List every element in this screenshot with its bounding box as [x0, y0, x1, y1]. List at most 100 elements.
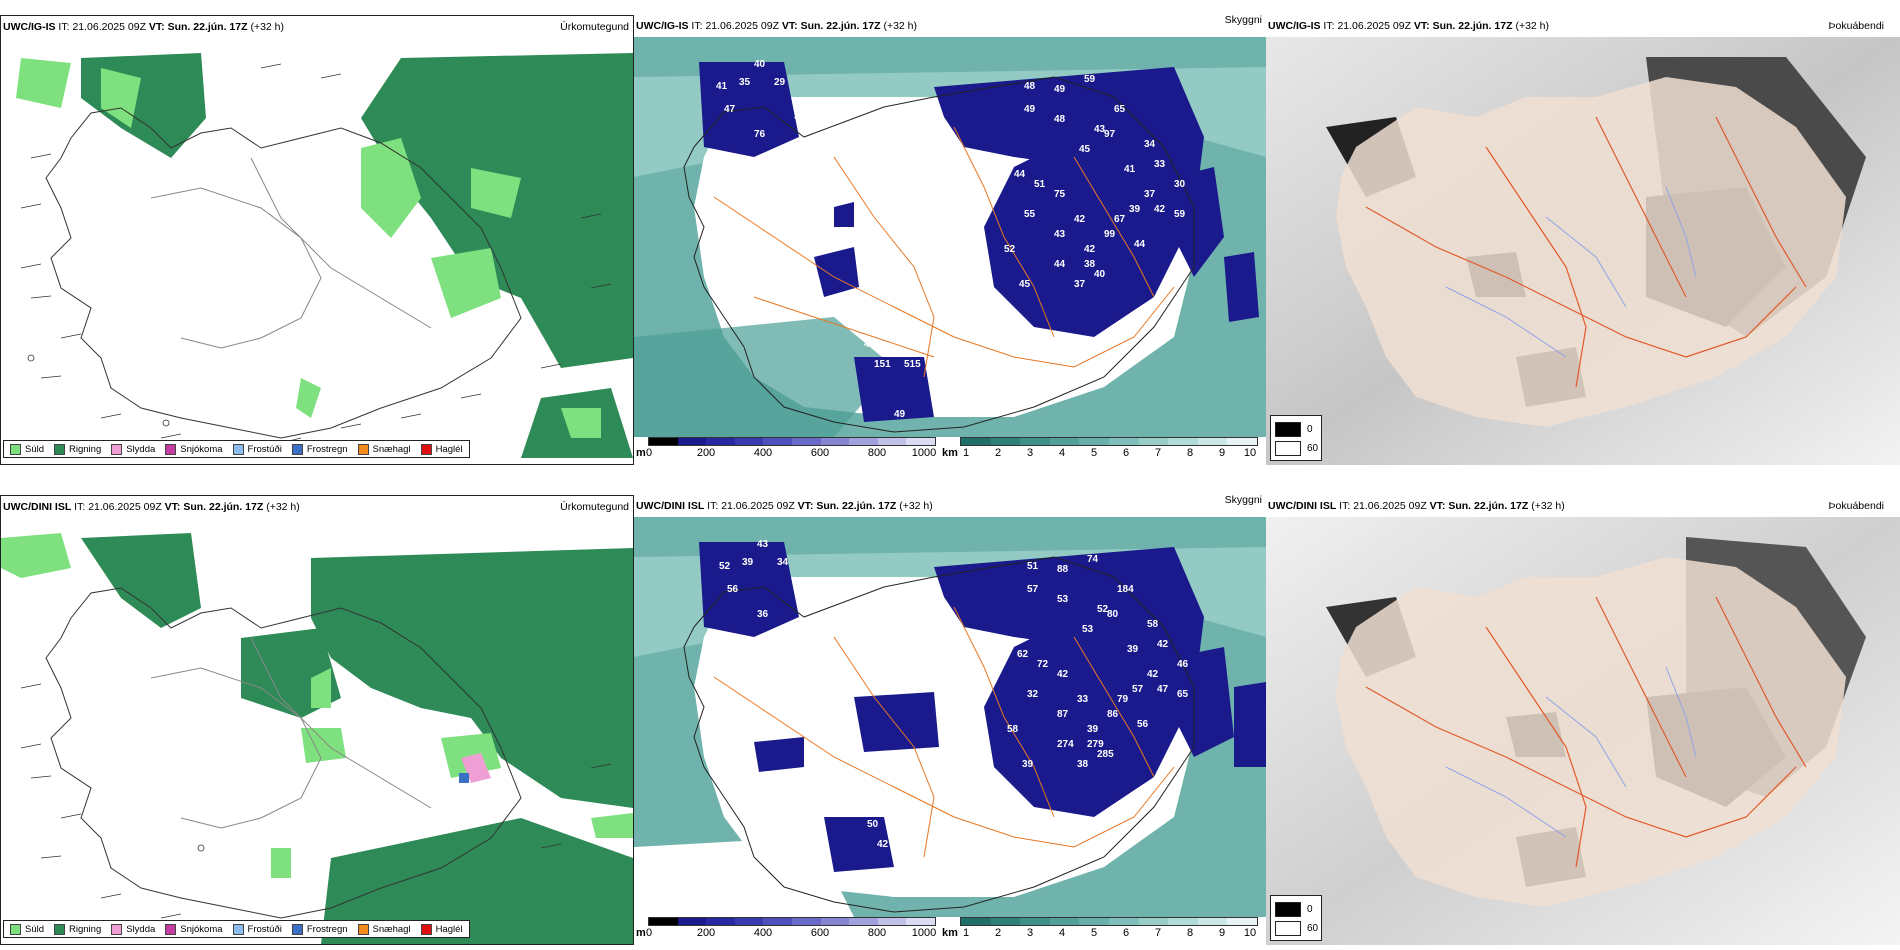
cbar-tick: 800	[867, 447, 887, 459]
visibility-colorbar: km 1 2 3 4 5 6 7 8 9 10	[942, 437, 1262, 463]
visibility-value-label: 75	[1054, 189, 1066, 200]
vbar-tick: 2	[994, 927, 1002, 939]
colorbar-segment	[677, 918, 707, 925]
cloud-base-colorbar: m 0 200 400 600 800 1000	[636, 437, 936, 463]
visibility-value-label: 45	[864, 339, 876, 350]
visibility-value-label: 53	[1082, 624, 1094, 635]
panel-title: Þokuábendi	[1828, 500, 1884, 512]
visibility-value-label: 40	[907, 839, 919, 850]
colorbar-segment	[877, 438, 907, 445]
vt-value: Sun. 22.jún. 17Z	[183, 501, 264, 513]
lead-time: (+32 h)	[1515, 20, 1550, 32]
colorbar-segment	[763, 918, 792, 925]
visibility-value-label: 39	[1087, 724, 1099, 735]
visibility-panel-row1: UWC/IG-IS IT: 21.06.2025 09Z VT: Sun. 22…	[634, 15, 1266, 465]
visibility-value-label: 33	[1154, 159, 1166, 170]
visibility-value-label: 55	[1024, 209, 1036, 220]
it-label: IT:	[691, 20, 703, 32]
legend-item-freezing-drizzle: Frostúði	[232, 443, 282, 455]
vbar-tick: 2	[994, 447, 1002, 459]
model-name: UWC/IG-IS	[3, 21, 56, 33]
visibility-value-label: 29	[774, 77, 786, 88]
colorbar-segment	[1197, 918, 1228, 925]
visibility-value-label: 32	[1027, 689, 1039, 700]
visibility-value-label: 62	[964, 359, 976, 370]
precip-areas	[16, 53, 633, 458]
panel-header: UWC/DINI ISL IT: 21.06.2025 09Z VT: Sun.…	[1266, 495, 1900, 517]
it-label: IT:	[58, 21, 70, 33]
vbar-tick: 8	[1186, 927, 1194, 939]
river-network	[1445, 186, 1697, 358]
lead-time: (+32 h)	[250, 21, 285, 33]
it-value: 21.06.2025 09Z	[72, 21, 146, 33]
cloud-base-colorbar-scale	[648, 917, 936, 926]
it-label: IT:	[1323, 20, 1335, 32]
visibility-unit: km	[942, 447, 958, 459]
visibility-value-label: 46	[994, 309, 1006, 320]
fog-legend: 0 60	[1270, 895, 1322, 941]
vt-label: VT:	[148, 21, 165, 33]
vt-label: VT:	[1413, 20, 1430, 32]
visibility-value-label: 65	[1177, 689, 1189, 700]
visibility-value-label: 41	[716, 81, 728, 92]
legend-item-hail: Haglél	[420, 923, 463, 935]
visibility-value-label: 46	[979, 169, 991, 180]
legend-item-freezing-rain: Frostregn	[291, 443, 348, 455]
colorbar-segment	[1049, 438, 1080, 445]
colorbar-segment	[990, 438, 1021, 445]
visibility-panel-row2: UWC/DINI ISL IT: 21.06.2025 09Z VT: Sun.…	[634, 495, 1266, 945]
panel-title: Úrkomutegund	[560, 501, 629, 513]
low-cloud-areas	[699, 542, 1266, 872]
precip-legend: Súld Rigning Slydda Snjókoma Frostúði Fr…	[3, 920, 470, 938]
visibility-value-label: 39	[1127, 644, 1139, 655]
colorbar-segment	[1020, 918, 1050, 925]
iceland-outline	[683, 76, 1195, 433]
visibility-value-label: 37	[1074, 279, 1086, 290]
vt-value: Sun. 22.jún. 17Z	[1448, 500, 1529, 512]
colorbar-segment	[906, 918, 935, 925]
panel-header: UWC/DINI ISL IT: 21.06.2025 09Z VT: Sun.…	[634, 495, 1266, 517]
model-name: UWC/DINI ISL	[636, 500, 705, 512]
legend-item-freezing-drizzle: Frostúði	[232, 923, 282, 935]
visibility-value-label: 52	[997, 789, 1009, 800]
visibility-value-label: 38	[1077, 759, 1089, 770]
visibility-value-label: 72	[1037, 659, 1049, 670]
visibility-colorbar: km 1 2 3 4 5 6 7 8 9 10	[942, 917, 1262, 943]
fog-index-map	[1266, 517, 1900, 945]
legend-item-snow-pellets: Snæhagl	[357, 443, 411, 455]
legend-item-snow-pellets: Snæhagl	[357, 923, 411, 935]
visibility-value-label: 50	[867, 819, 879, 830]
legend-item-rain: Rigning	[54, 443, 101, 455]
cbar-tick: 600	[810, 927, 830, 939]
precip-panel-row2: UWC/DINI ISL IT: 21.06.2025 09Z VT: Sun.…	[0, 495, 634, 945]
colorbar-segment	[1079, 438, 1109, 445]
model-name: UWC/IG-IS	[636, 20, 689, 32]
visibility-value-label: 39	[1129, 204, 1141, 215]
visibility-value-label: 40	[754, 59, 766, 70]
fog-panel-row2: UWC/DINI ISL IT: 21.06.2025 09Z VT: Sun.…	[1266, 495, 1900, 945]
visibility-value-label: 46	[967, 839, 979, 850]
visibility-value-label: 30	[1174, 179, 1186, 190]
panel-header: UWC/IG-IS IT: 21.06.2025 09Z VT: Sun. 22…	[634, 15, 1266, 37]
visibility-value-label: 54	[894, 319, 906, 330]
visibility-value-label: 76	[754, 129, 766, 140]
vt-value: Sun. 22.jún. 17Z	[167, 21, 248, 33]
visibility-value-label: 56	[1137, 719, 1149, 730]
visibility-value-label: 34	[1144, 139, 1156, 150]
visibility-value-label: 58	[1147, 619, 1159, 630]
visibility-value-label: 59	[1174, 209, 1186, 220]
vt-label: VT:	[781, 20, 798, 32]
cbar-tick: 800	[867, 927, 887, 939]
cbar-tick: 0	[645, 447, 653, 459]
visibility-value-label: 35	[739, 77, 751, 88]
it-label: IT:	[74, 501, 86, 513]
visibility-value-label: 57	[1027, 584, 1039, 595]
visibility-value-label: 42	[1147, 669, 1159, 680]
visibility-value-label: 87	[1057, 709, 1069, 720]
visibility-value-label: 45	[1019, 279, 1031, 290]
visibility-value-label: 42	[1084, 244, 1096, 255]
colorbar-segment	[1079, 918, 1109, 925]
visibility-value-label: 40	[1094, 269, 1106, 280]
visibility-value-label: 67	[1114, 214, 1126, 225]
